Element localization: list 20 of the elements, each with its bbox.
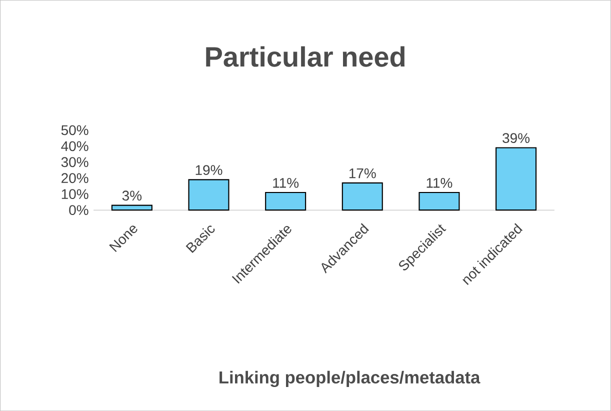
bar (418, 192, 460, 211)
y-tick-label: 30% (61, 157, 88, 168)
y-tick-label: 20% (62, 173, 88, 183)
x-axis-title: Linking people/places/metadata (220, 370, 480, 387)
y-tick-label: 0% (69, 205, 88, 215)
data-label: 11% (426, 178, 452, 188)
data-label: 17% (349, 168, 376, 178)
bar (188, 179, 230, 211)
y-tick-label: 10% (62, 189, 88, 199)
data-label: 11% (273, 178, 299, 188)
chart-title: Particular need (206, 46, 405, 67)
data-label: 3% (122, 190, 142, 201)
bar (342, 182, 383, 211)
y-tick-label: 50% (61, 125, 88, 136)
bar (111, 204, 152, 211)
y-tick-label: 40% (61, 141, 88, 152)
data-label: 39% (502, 133, 530, 143)
bar (496, 147, 537, 211)
data-label: 19% (196, 165, 222, 175)
bar (265, 192, 306, 211)
